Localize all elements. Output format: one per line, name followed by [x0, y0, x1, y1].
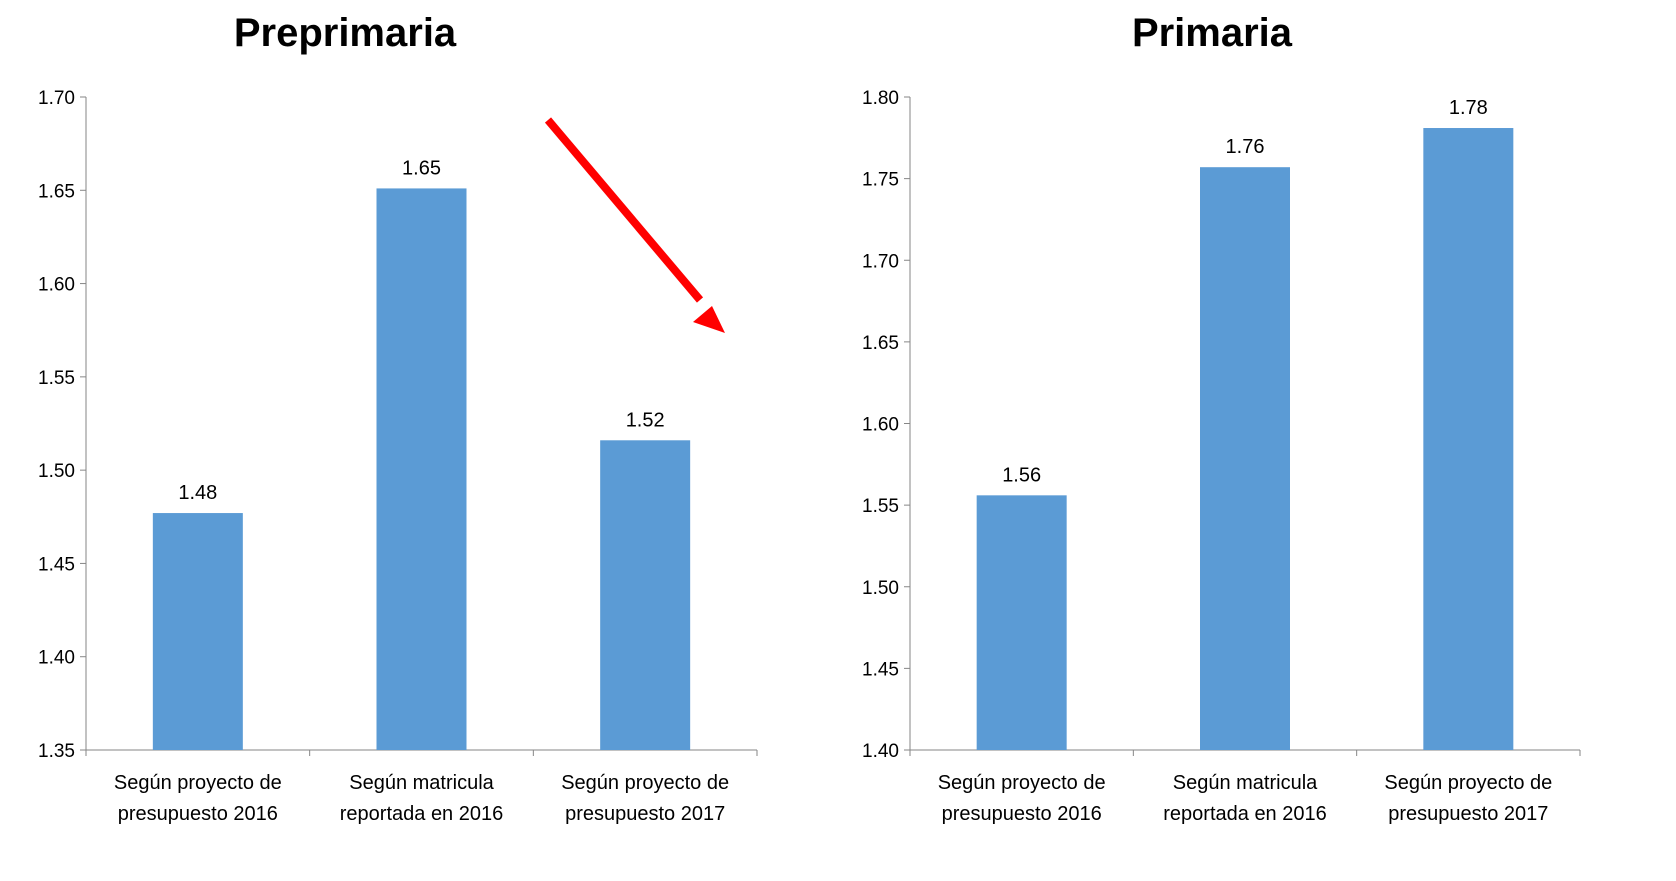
chart-title: Preprimaria — [234, 11, 457, 55]
y-tick-label: 1.35 — [38, 741, 75, 762]
chart-preprimaria: Preprimaria 1.35 1.40 1.45 1.50 1.55 1.60 1.65… — [38, 11, 758, 825]
y-tick-label: 1.80 — [862, 88, 899, 109]
y-tick-label: 1.40 — [862, 741, 899, 762]
y-tick-label: 1.60 — [38, 275, 75, 296]
bar — [1200, 167, 1290, 750]
x-category-label: Según proyecto de — [938, 772, 1106, 794]
x-category-label: reportada en 2016 — [1163, 803, 1326, 825]
y-tick-label: 1.55 — [862, 496, 899, 517]
y-tick-label: 1.70 — [38, 88, 75, 109]
x-category-label: presupuesto 2016 — [942, 803, 1102, 825]
y-tick-label: 1.55 — [38, 368, 75, 389]
data-label: 1.56 — [1002, 464, 1041, 486]
x-category-label: reportada en 2016 — [340, 803, 503, 825]
data-label: 1.65 — [402, 157, 441, 179]
x-category-label: presupuesto 2017 — [565, 803, 725, 825]
data-label: 1.78 — [1449, 97, 1488, 119]
data-label: 1.76 — [1226, 136, 1265, 158]
y-tick-label: 1.50 — [862, 578, 899, 599]
bar — [976, 495, 1067, 750]
chart-title: Primaria — [1132, 11, 1293, 55]
y-tick-label: 1.70 — [862, 251, 899, 272]
y-tick-label: 1.45 — [38, 554, 75, 575]
bar — [600, 440, 691, 750]
y-tick-label: 1.60 — [862, 415, 899, 436]
x-category-label: presupuesto 2016 — [118, 803, 278, 825]
bar — [1423, 128, 1514, 750]
x-category-label: Según matricula — [1173, 772, 1318, 794]
x-category-label: presupuesto 2017 — [1388, 803, 1548, 825]
x-category-label: Según proyecto de — [561, 772, 729, 794]
y-tick-label: 1.45 — [862, 659, 899, 680]
red-arrow-annotation — [544, 117, 725, 333]
arrow-head-icon — [693, 306, 725, 333]
x-category-label: Según proyecto de — [114, 772, 282, 794]
y-tick-label: 1.75 — [862, 170, 899, 191]
bar — [152, 513, 243, 750]
arrow-shaft — [544, 117, 704, 303]
x-category-label: Según matricula — [349, 772, 494, 794]
y-tick-label: 1.40 — [38, 648, 75, 669]
data-label: 1.48 — [178, 482, 217, 504]
y-tick-label: 1.65 — [862, 333, 899, 354]
x-category-label: Según proyecto de — [1384, 772, 1552, 794]
y-tick-label: 1.50 — [38, 461, 75, 482]
chart-primaria: Primaria 1.40 1.45 1.50 1.55 1.60 1.65 1.70 1.7… — [862, 11, 1581, 825]
data-label: 1.52 — [626, 409, 665, 431]
y-tick-label: 1.65 — [38, 181, 75, 202]
bar — [376, 188, 467, 751]
